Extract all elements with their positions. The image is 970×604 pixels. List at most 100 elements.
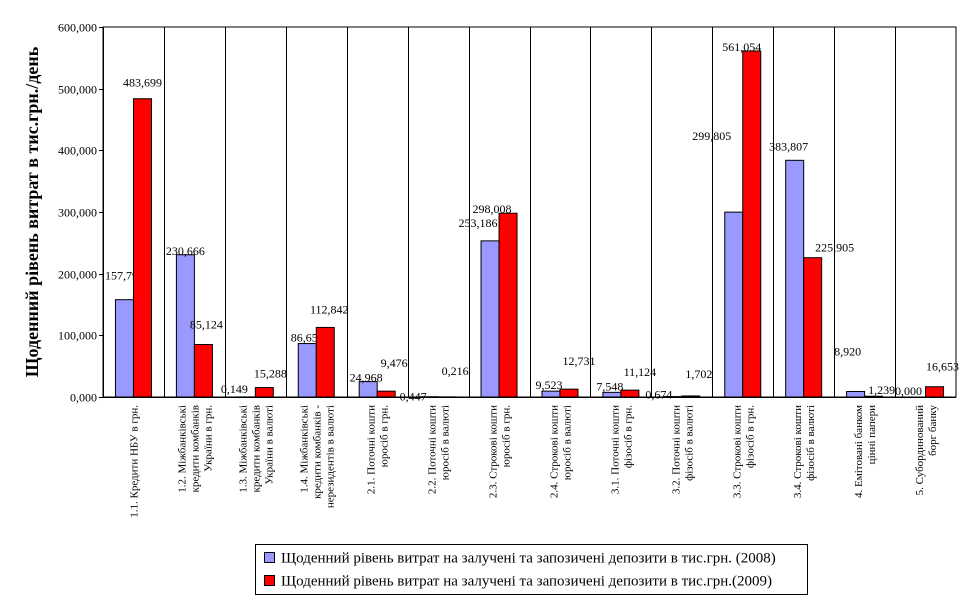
bar-2008 [114, 299, 134, 398]
x-tick-label: 3.1. Поточні кошти фізосіб в грн. [609, 405, 634, 494]
data-label-2009: 12,731 [562, 354, 595, 368]
x-tick-label: 2.3. Строкові кошти юросіб в грн. [488, 405, 513, 498]
x-tick-label-line: 2.3. Строкові кошти [488, 405, 500, 498]
data-label-2009: 11,124 [624, 365, 657, 379]
data-label-2009: 483,699 [123, 76, 162, 90]
y-tick-label: 300,000 [58, 206, 97, 220]
legend-label-2009: Щоденний рівень витрат на залучені та за… [281, 573, 772, 590]
data-label-2008: 0,447 [400, 390, 427, 404]
data-label-2008: 24,968 [350, 371, 383, 385]
x-tick-label-line: фізосіб в грн. [744, 405, 756, 468]
bar-2008 [358, 381, 378, 398]
data-label-2008: 0,674 [645, 388, 672, 402]
x-tick-label-line: юросіб в валюті [561, 405, 573, 480]
y-tick-label: 0,000 [70, 391, 97, 405]
bar-2008 [175, 254, 195, 398]
x-tick-label-line: кредити комбанків [250, 405, 262, 493]
data-label-2008: 230,666 [166, 244, 205, 258]
y-tick-label: 200,000 [58, 268, 97, 282]
x-tick-label-line: кредити комбанків - [311, 405, 323, 499]
x-tick-label-line: борг банку [927, 405, 939, 456]
data-label-2008: 383,807 [769, 139, 808, 153]
bar-2009 [925, 386, 945, 398]
x-tick-label-line: 3.4. Строкові кошти [792, 405, 804, 498]
x-tick-label: 2.1. Поточні кошти юросіб в грн. [366, 405, 391, 494]
bar-2009 [193, 344, 213, 398]
x-tick-label-line: 4. Емітовані банком [853, 405, 865, 498]
data-label-2009: 298,008 [473, 202, 512, 216]
bar-2008 [297, 343, 317, 398]
legend-swatch-2009 [264, 575, 275, 587]
x-tick-label-line: 5. Субординований [914, 405, 926, 495]
x-tick-label-line: юросіб в грн. [501, 405, 513, 468]
x-tick-label-line: цінні папери [866, 405, 878, 464]
x-tick-label-line: 1.3. Міжбанківські [237, 405, 249, 493]
x-tick-label-line: фізосіб в грн. [622, 405, 634, 468]
data-label-2009: 9,476 [381, 356, 408, 370]
x-tick-label-line: 3.2. Поточні кошти [670, 405, 682, 494]
bar-2009 [864, 395, 884, 398]
x-tick-label-line: 1.2. Міжбанківські [176, 405, 188, 493]
legend-label-2008: Щоденний рівень витрат на залучені та за… [281, 550, 776, 567]
x-tick-label-line: юросіб в валюті [440, 405, 452, 480]
bar-2009 [254, 387, 274, 398]
x-tick-label: 3.2. Поточні кошти фізосіб в валюті [670, 405, 695, 494]
y-tick-label: 100,000 [58, 329, 97, 343]
x-tick-label: 1.4. Міжбанківські кредити комбанків - нер… [298, 405, 336, 508]
data-label-2008: 299,805 [692, 129, 731, 143]
x-tick-label-line: України в валюті [263, 405, 275, 485]
y-axis-title: Щоденний рівень витрат в тис.грн./день [22, 46, 42, 377]
data-label-2008: 86,658 [291, 331, 324, 345]
x-tick-label: 4. Емітовані банком цінні папери [853, 405, 878, 498]
data-label-2008: 253,186 [459, 216, 498, 230]
bar-2008 [846, 390, 866, 398]
x-tick-label: 1.3. Міжбанківські кредити комбанків Украї… [237, 405, 275, 493]
data-label-2009: 561,054 [722, 40, 761, 54]
bar-2008 [480, 240, 500, 398]
x-tick-label: 3.4. Строкові кошти фізосіб в валюті [792, 405, 817, 498]
bar-2009 [681, 395, 701, 398]
x-tick-label-line: 1.4. Міжбанківські [298, 405, 310, 493]
x-tick-label: 3.3. Строкові кошти фізосіб в грн. [731, 405, 756, 498]
chart-legend: Щоденний рівень витрат на залучені та за… [255, 544, 808, 595]
y-tick-label: 400,000 [58, 144, 97, 158]
x-tick-label-line: 3.3. Строкові кошти [731, 405, 743, 498]
data-label-2009: 0,216 [442, 364, 469, 378]
bar-2008 [785, 159, 805, 398]
bar-2009 [315, 326, 335, 398]
x-tick-label-line: України в грн. [202, 405, 214, 472]
x-tick-label: 2.2. Поточні кошти юросіб в валюті [427, 405, 452, 494]
legend-item-2008: Щоденний рівень витрат на залучені та за… [264, 548, 776, 568]
data-label-2009: 112,842 [310, 302, 349, 316]
bar-2009 [803, 257, 823, 398]
bar-2009 [498, 212, 518, 398]
x-tick-label-line: юросіб в грн. [379, 405, 391, 468]
data-label-2008: 0,149 [221, 382, 248, 396]
x-tick-label-line: фізосіб в валюті [805, 405, 817, 481]
x-tick-label-line: 1.1. Кредити НБУ в грн. [128, 405, 140, 518]
data-label-2008: 8,920 [834, 344, 861, 358]
x-tick-label: 1.2. Міжбанківські кредити комбанків Украї… [176, 405, 214, 493]
bar-2009 [559, 388, 579, 398]
bar-2009 [620, 389, 640, 398]
data-label-2009: 1,239 [868, 383, 895, 397]
x-tick-label-line: 2.2. Поточні кошти [427, 405, 439, 494]
x-tick-label-line: кредити комбанків [189, 405, 201, 493]
x-tick-label: 2.4. Строкові кошти юросіб в валюті [548, 405, 573, 498]
bar-2009 [376, 390, 396, 398]
plot-area [102, 26, 957, 398]
x-tick-label-line: 2.4. Строкові кошти [548, 405, 560, 498]
data-label-2009: 15,288 [254, 367, 287, 381]
legend-item-2009: Щоденний рівень витрат на залучені та за… [264, 571, 772, 591]
legend-swatch-2008 [264, 552, 275, 564]
y-tick-label: 600,000 [58, 21, 97, 35]
bar-2009 [132, 98, 152, 398]
y-tick-label: 500,000 [58, 83, 97, 97]
data-label-2009: 16,653 [926, 360, 959, 374]
data-label-2008: 0,000 [895, 384, 922, 398]
data-label-2008: 7,548 [596, 379, 623, 393]
x-tick-label: 5. Субординований борг банку [914, 405, 939, 496]
x-tick-label-line: 2.1. Поточні кошти [366, 405, 378, 494]
